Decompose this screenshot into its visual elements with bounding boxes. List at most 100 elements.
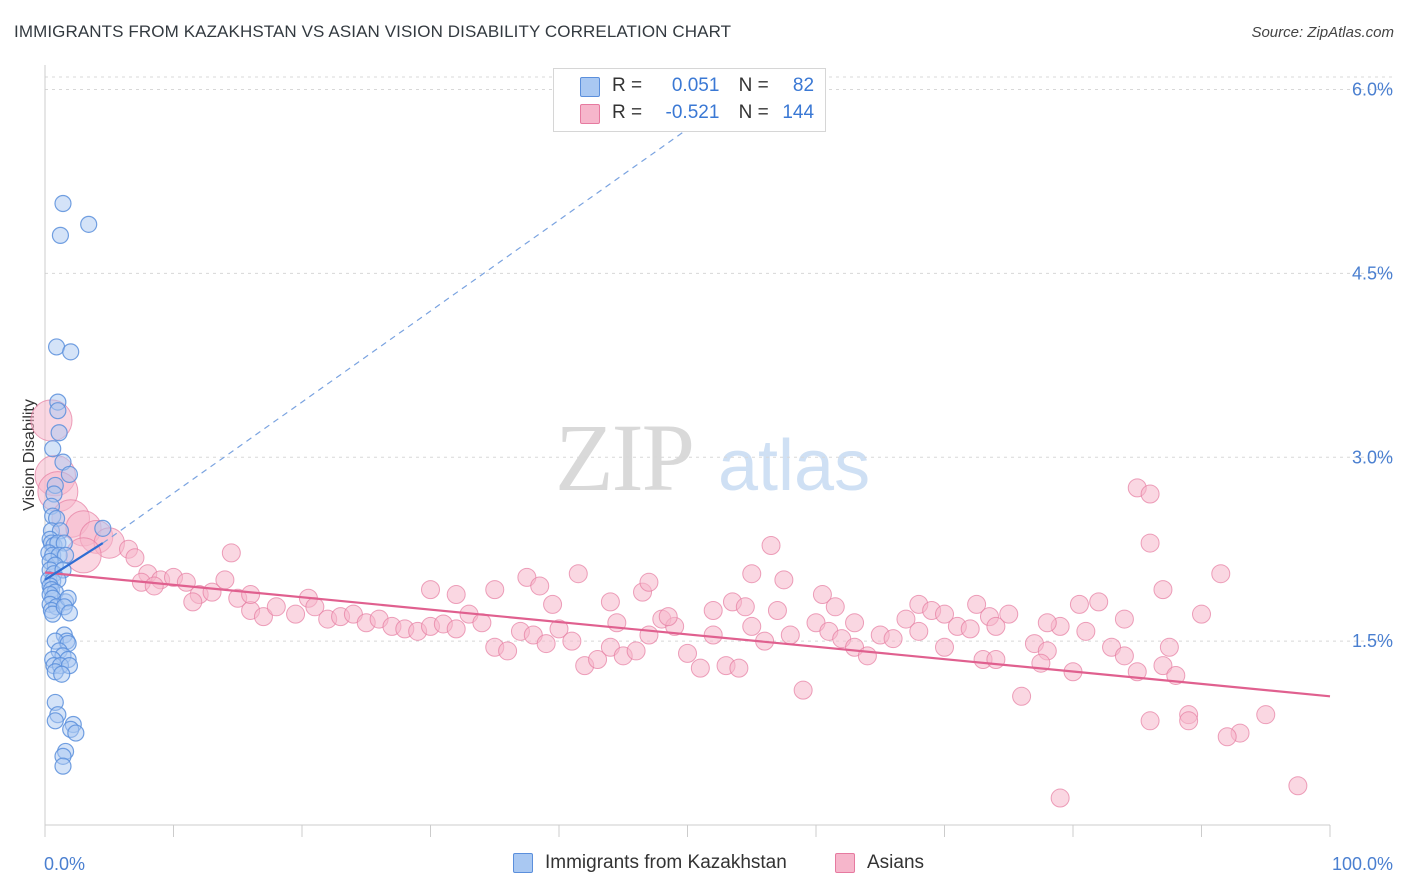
- point-asians: [986, 616, 1006, 636]
- point-asians: [215, 570, 235, 590]
- point-asians: [1256, 705, 1276, 725]
- trend-line-kazakhstan: [44, 542, 104, 581]
- point-asians: [1192, 604, 1211, 624]
- point-asians: [896, 609, 916, 629]
- point-asians: [530, 576, 550, 596]
- point-asians: [183, 592, 203, 612]
- point-asians: [703, 625, 723, 645]
- point-asians: [125, 548, 145, 568]
- legend-r-value: 0.051: [671, 75, 720, 96]
- point-asians: [536, 634, 556, 654]
- point-asians: [935, 637, 954, 657]
- point-kazakhstan: [94, 519, 112, 537]
- point-asians: [703, 600, 723, 620]
- point-asians: [562, 631, 582, 651]
- point-asians: [999, 604, 1019, 624]
- point-kazakhstan: [53, 665, 71, 683]
- series-kazakhstan: [40, 194, 112, 775]
- bottom-legend-label-asians: Asians: [867, 852, 925, 873]
- point-asians: [967, 594, 987, 614]
- point-asians: [909, 621, 929, 641]
- point-asians: [498, 641, 518, 661]
- point-asians: [1037, 613, 1057, 633]
- watermark-zip: ZIP: [555, 404, 693, 511]
- point-asians: [774, 570, 794, 590]
- point-asians: [793, 680, 813, 700]
- point-kazakhstan: [50, 424, 68, 442]
- point-kazakhstan: [44, 440, 62, 458]
- point-asians: [1140, 711, 1160, 731]
- point-asians: [1140, 484, 1160, 504]
- point-asians: [421, 580, 440, 600]
- point-asians: [845, 613, 865, 633]
- point-asians: [1140, 533, 1160, 553]
- point-asians: [1159, 637, 1179, 657]
- y-tick-labels: 1.5% 3.0% 4.5% 6.0%: [1352, 80, 1393, 652]
- legend-swatch-pink: [580, 104, 600, 124]
- point-asians: [221, 543, 241, 563]
- x-tick-label-max: 100.0%: [1332, 854, 1393, 874]
- point-asians: [543, 594, 563, 614]
- legend-r-label: R =: [612, 75, 643, 96]
- y-tick-label: 3.0%: [1352, 447, 1393, 467]
- point-asians: [735, 597, 755, 617]
- legend-n-label: N =: [738, 75, 769, 96]
- point-kazakhstan: [60, 604, 79, 622]
- point-asians: [729, 658, 749, 678]
- point-asians: [626, 641, 646, 661]
- legend-r-label: R =: [612, 102, 643, 123]
- x-tick-label-min: 0.0%: [44, 854, 85, 874]
- point-asians: [1089, 592, 1109, 612]
- point-asians: [549, 619, 569, 639]
- bottom-legend-swatch-pink: [835, 853, 855, 873]
- point-asians: [1153, 656, 1173, 676]
- point-asians: [588, 650, 608, 670]
- legend-n-value: 82: [792, 75, 815, 96]
- point-kazakhstan: [62, 343, 80, 361]
- point-asians: [935, 604, 954, 624]
- point-asians: [780, 625, 800, 645]
- watermark-atlas: atlas: [718, 426, 870, 506]
- point-asians: [1179, 711, 1199, 731]
- point-asians: [678, 643, 697, 663]
- point-asians: [1069, 594, 1089, 614]
- legend-swatch-blue: [580, 77, 600, 97]
- point-asians: [1217, 727, 1237, 747]
- point-asians: [472, 613, 492, 633]
- trend-lines: [44, 101, 1331, 698]
- legend-text-asians: R = -0.521 N = 144: [612, 102, 814, 124]
- y-tick-label: 1.5%: [1352, 631, 1393, 651]
- bottom-legend: Immigrants from Kazakhstan Asians: [0, 852, 1406, 878]
- point-asians: [446, 585, 466, 605]
- point-asians: [825, 597, 845, 617]
- point-asians: [960, 619, 980, 639]
- legend-n-label: N =: [738, 102, 769, 123]
- point-kazakhstan: [51, 226, 70, 244]
- point-asians: [857, 646, 877, 666]
- point-kazakhstan: [49, 402, 67, 420]
- point-asians: [286, 604, 306, 624]
- point-kazakhstan: [46, 712, 64, 730]
- point-asians: [253, 607, 273, 627]
- point-asians: [767, 600, 787, 620]
- point-asians: [266, 597, 286, 617]
- point-asians: [742, 564, 762, 584]
- point-asians: [1114, 609, 1134, 629]
- legend-n-value: 144: [782, 102, 815, 123]
- legend-r-value: -0.521: [665, 102, 720, 123]
- point-asians: [1211, 564, 1231, 584]
- point-kazakhstan: [54, 757, 72, 775]
- y-tick-label: 6.0%: [1352, 80, 1393, 100]
- point-asians: [742, 616, 762, 636]
- point-asians: [1153, 580, 1173, 600]
- point-asians: [1050, 788, 1070, 808]
- point-asians: [761, 536, 781, 556]
- legend: R = 0.051 N = 82 R = -0.521 N = 144: [553, 68, 826, 132]
- point-asians: [144, 576, 164, 596]
- y-tick-label: 4.5%: [1352, 263, 1393, 283]
- point-asians: [812, 585, 832, 605]
- point-asians: [986, 650, 1006, 670]
- legend-text-kazakhstan: R = 0.051 N = 82: [612, 75, 814, 97]
- point-kazakhstan: [54, 194, 72, 213]
